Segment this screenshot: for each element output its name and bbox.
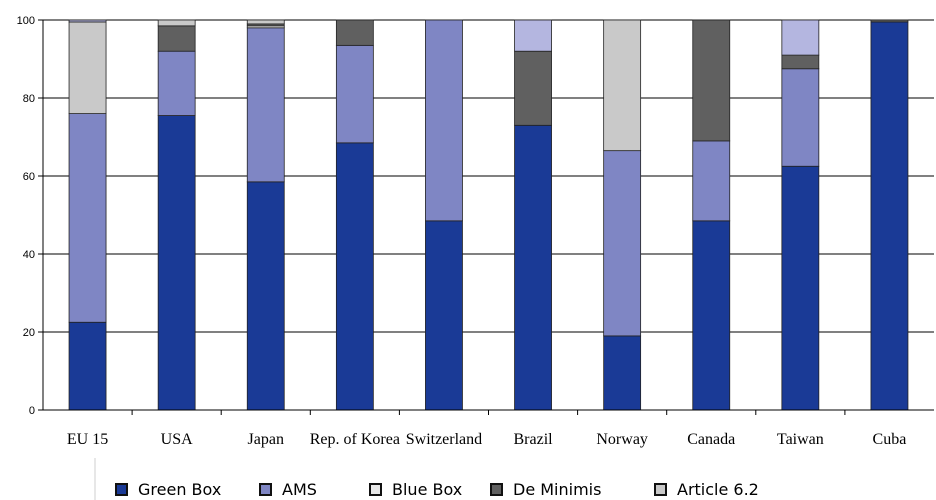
bar-segment	[870, 21, 909, 411]
y-tick-label: 40	[23, 249, 35, 261]
legend-label: De Minimis	[513, 480, 601, 499]
bar-segment	[68, 113, 107, 323]
legend-label: AMS	[282, 480, 317, 499]
axes	[38, 19, 934, 415]
y-tick-label: 20	[23, 327, 35, 339]
bar-segment	[335, 19, 374, 46]
bar-segment	[425, 220, 463, 411]
bar-segment	[692, 220, 731, 411]
legend-swatch	[115, 483, 128, 496]
bar-segment	[781, 68, 820, 167]
x-category-label: Japan	[248, 431, 284, 448]
legend-swatch	[369, 483, 382, 496]
bar-segment	[603, 19, 642, 152]
bar-segment	[603, 335, 642, 411]
legend-swatch	[490, 483, 503, 496]
x-category-label: Norway	[596, 431, 648, 448]
x-category-label: Cuba	[873, 431, 907, 448]
bar-segment	[514, 124, 552, 411]
bar-segment	[425, 19, 463, 222]
bar-segment	[514, 50, 552, 126]
legend-label: Article 6.2	[677, 480, 759, 499]
y-tick-label: 60	[23, 171, 35, 183]
bar-segment	[514, 19, 552, 52]
legend-swatch	[259, 483, 272, 496]
bar-segment	[68, 321, 107, 411]
bar-segment	[246, 19, 285, 25]
legend-label: Blue Box	[392, 480, 462, 499]
bar-segment	[781, 54, 820, 70]
bars	[68, 19, 909, 411]
y-tick-label: 0	[29, 405, 35, 417]
bar-segment	[603, 150, 642, 337]
category-labels: EU 15 USA Japan Rep. of Korea Switzerland Bra…	[67, 431, 906, 448]
bar-segment	[157, 25, 196, 52]
bar-segment	[157, 115, 196, 411]
bar-segment	[781, 165, 820, 411]
x-category-label: EU 15	[67, 431, 108, 448]
x-category-label: Brazil	[514, 431, 554, 448]
bar-segment	[157, 19, 196, 27]
bar-segment	[692, 140, 731, 222]
x-category-label: Switzerland	[406, 431, 482, 448]
x-category-label: Rep. of Korea	[310, 431, 400, 448]
x-category-label: Canada	[687, 431, 735, 448]
y-tick-label: 100	[17, 15, 35, 27]
legend-label: Green Box	[138, 480, 221, 499]
bar-segment	[781, 19, 820, 56]
bar-segment	[68, 21, 107, 115]
bar-segment	[335, 142, 374, 411]
legend-swatch	[654, 483, 667, 496]
legend: Green Box AMS Blue Box De Minimis Article 6.…	[94, 458, 759, 500]
y-tick-label: 80	[23, 93, 35, 105]
y-tick-labels: 0 20 40 60 80 100	[17, 15, 35, 417]
x-category-label: Taiwan	[777, 431, 824, 448]
x-category-label: USA	[161, 431, 193, 448]
bar-segment	[246, 181, 285, 411]
bar-segment	[68, 19, 107, 23]
bar-segment	[870, 19, 909, 23]
bar-segment	[692, 19, 731, 142]
bar-segment	[335, 44, 374, 144]
bar-segment	[157, 50, 196, 116]
bar-segment	[246, 27, 285, 183]
